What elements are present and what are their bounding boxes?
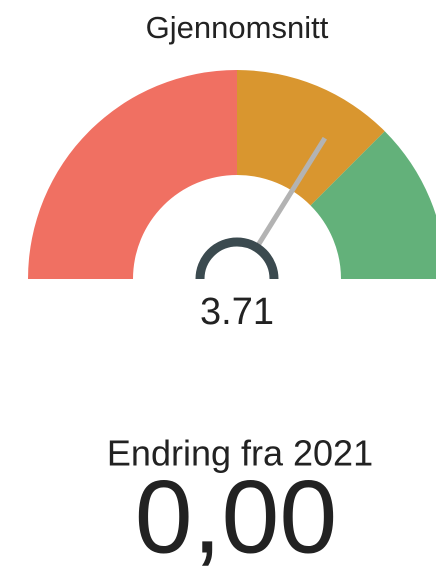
gauge-band <box>237 70 385 206</box>
chart-title: Gjennomsnitt <box>146 10 329 45</box>
kpi-value: 0,00 <box>135 459 337 568</box>
gauge-band <box>28 70 237 279</box>
needle-hub <box>195 237 279 280</box>
kpi-label: Endring fra 2021 <box>107 433 373 474</box>
gauge <box>28 70 436 280</box>
gauge-band <box>310 131 436 279</box>
gauge-value: 3.71 <box>200 291 274 333</box>
needle <box>254 136 327 249</box>
